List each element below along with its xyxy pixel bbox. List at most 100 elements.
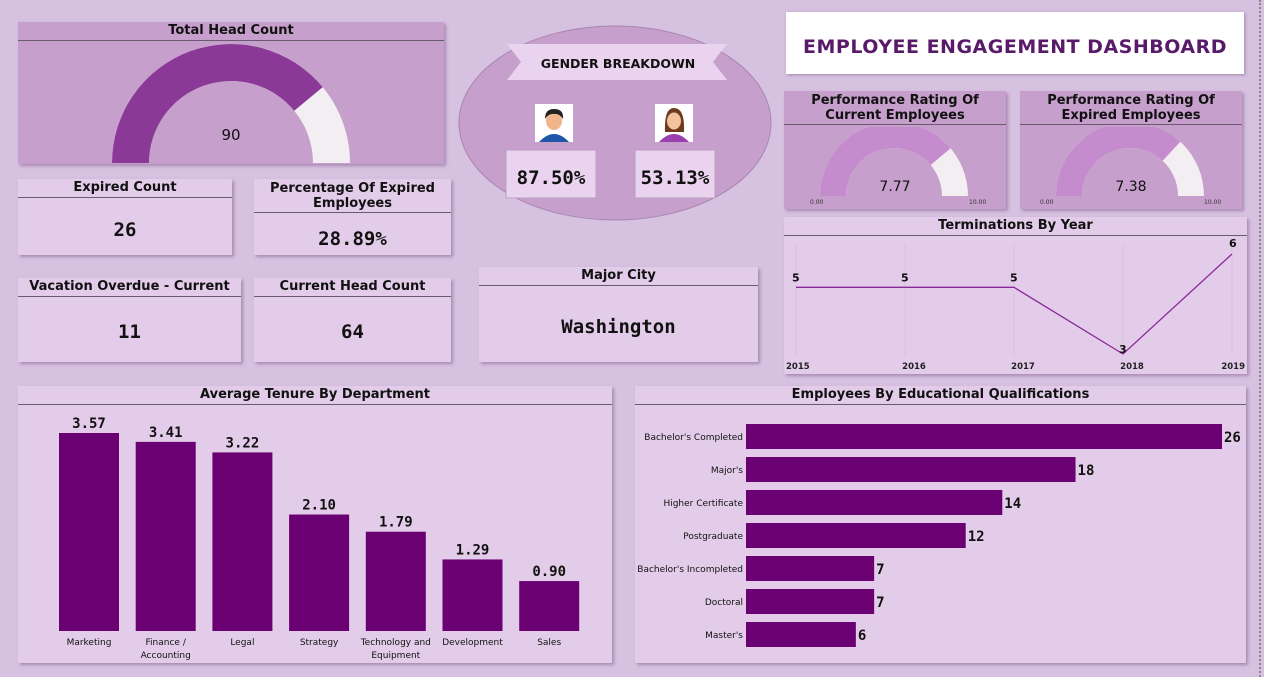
education-bar: [746, 622, 856, 647]
x-tick-label: 2015: [786, 362, 810, 372]
tenure-category-label: Sales: [537, 638, 561, 648]
education-category-label: Bachelor's Incompleted: [637, 565, 743, 575]
education-bar-label: 7: [876, 595, 884, 611]
terminations-title: Terminations By Year: [784, 217, 1247, 236]
education-bar: [746, 523, 966, 548]
percentage-expired-value: 28.89%: [318, 228, 387, 250]
education-category-label: Bachelor's Completed: [644, 433, 743, 443]
education-bar: [746, 490, 1003, 515]
tenure-bar-label: 3.41: [149, 425, 183, 441]
total-head-count-title: Total Head Count: [18, 22, 444, 41]
tenure-category-label: Legal: [230, 638, 254, 648]
tenure-bar: [135, 441, 196, 631]
male-percentage: 87.50%: [517, 167, 586, 189]
gender-ribbon: [507, 44, 727, 80]
education-title: Employees By Educational Qualifications: [635, 386, 1246, 405]
education-bar-chart: 26 Bachelor's Completed 18 Major's 14 Higher …: [637, 424, 1241, 647]
percentage-expired-card: Percentage Of Expired Employees 28.89%: [254, 179, 451, 255]
tenure-category-label: Strategy: [300, 638, 339, 648]
total-head-count-card: Total Head Count 90: [18, 22, 444, 164]
tenure-category-label: Accounting: [141, 651, 191, 661]
tenure-bar: [212, 452, 273, 631]
education-bar: [746, 424, 1222, 449]
vacation-overdue-value: 11: [118, 321, 141, 343]
male-value-box: [505, 149, 597, 199]
tenure-bar-label: 0.90: [532, 564, 566, 580]
male-avatar-figure: [539, 109, 569, 142]
education-bar-label: 6: [858, 628, 866, 644]
line-data-label: 5: [792, 271, 800, 284]
gauge-max-label: 10.00: [969, 199, 986, 206]
gauge-fill: [112, 44, 323, 164]
line-data-label: 5: [901, 271, 909, 284]
gauge-fill: [820, 127, 951, 196]
education-category-label: Doctoral: [705, 598, 743, 608]
current-head-count-value: 64: [341, 321, 364, 343]
perf-expired-value: 7.38: [1115, 179, 1147, 195]
perf-current-card: Performance Rating Of Current Employees …: [784, 91, 1006, 209]
tenure-category-label: Marketing: [67, 638, 112, 648]
x-tick-label: 2016: [902, 362, 926, 372]
major-city-value: Washington: [561, 316, 676, 338]
tenure-bar-label: 3.57: [72, 416, 106, 432]
major-city-title: Major City: [479, 267, 758, 286]
tenure-category-label: Finance /: [146, 638, 187, 648]
gauge-min-label: 0.00: [810, 199, 824, 206]
education-bar-label: 7: [876, 562, 884, 578]
expired-count-card: Expired Count 26: [18, 179, 232, 255]
tenure-category-label: Development: [442, 638, 503, 648]
perf-expired-title: Performance Rating Of Expired Employees: [1020, 91, 1242, 125]
vacation-overdue-card: Vacation Overdue - Current 11: [18, 278, 241, 362]
expired-count-title: Expired Count: [18, 179, 232, 198]
major-city-card: Major City Washington: [479, 267, 758, 362]
gauge-max-label: 10.00: [1204, 199, 1221, 206]
percentage-expired-title: Percentage Of Expired Employees: [254, 179, 451, 213]
tenure-bar: [289, 514, 350, 631]
gauge-min-label: 0.00: [1040, 199, 1054, 206]
dashboard-title: EMPLOYEE ENGAGEMENT DASHBOARD: [786, 12, 1244, 74]
education-bar-label: 12: [968, 529, 985, 545]
gauge-fill: [1056, 127, 1181, 196]
education-category-label: Master's: [705, 631, 743, 641]
tenure-category-label: Equipment: [371, 651, 420, 661]
education-bar: [746, 457, 1076, 482]
tenure-bar: [442, 559, 503, 631]
tenure-category-label: Technology and: [360, 638, 431, 648]
line-data-label: 6: [1229, 237, 1237, 250]
total-head-count-value: 90: [221, 126, 241, 144]
perf-current-title: Performance Rating Of Current Employees: [784, 91, 1006, 125]
vacation-overdue-title: Vacation Overdue - Current: [18, 278, 241, 297]
education-bar-label: 14: [1004, 496, 1021, 512]
female-value-box: [634, 149, 716, 199]
tenure-bar: [59, 433, 119, 631]
education-bar-label: 26: [1224, 430, 1241, 446]
expired-count-value: 26: [113, 219, 137, 241]
perf-expired-gauge: 0.00 10.00: [1040, 127, 1221, 206]
terminations-line-chart: 5 5 5 3 6 2015 2016 2017 2018 2019: [786, 237, 1245, 372]
education-bar-label: 18: [1078, 463, 1095, 479]
tenure-bar-label: 1.29: [456, 542, 490, 558]
terminations-series-line: [796, 253, 1233, 355]
tenure-bar-label: 3.22: [226, 435, 260, 451]
perf-expired-card: Performance Rating Of Expired Employees …: [1020, 91, 1242, 209]
tenure-card: Average Tenure By Department 3.57 Marketi…: [18, 386, 612, 663]
tenure-bar-chart: 3.57 Marketing 3.41 Finance / Accounting 3.22…: [59, 416, 580, 661]
tenure-title: Average Tenure By Department: [18, 386, 612, 405]
current-head-count-title: Current Head Count: [254, 278, 451, 297]
tenure-bar-label: 2.10: [302, 498, 336, 514]
total-head-count-gauge: [112, 44, 350, 164]
x-tick-label: 2017: [1011, 362, 1035, 372]
female-percentage: 53.13%: [641, 167, 710, 189]
education-bar: [746, 589, 875, 614]
female-avatar-figure: [659, 108, 689, 142]
line-data-label: 3: [1119, 343, 1127, 356]
gender-breakdown-panel: GENDER BREAKDOWN 87.50% 53.13%: [458, 25, 772, 221]
education-category-label: Major's: [711, 466, 743, 476]
gender-title: GENDER BREAKDOWN: [541, 56, 695, 71]
x-tick-label: 2019: [1221, 362, 1245, 372]
education-bar: [746, 556, 875, 581]
line-data-label: 5: [1010, 271, 1018, 284]
education-card: Employees By Educational Qualifications …: [635, 386, 1246, 663]
education-category-label: Postgraduate: [683, 532, 743, 542]
edge-divider: [1259, 0, 1261, 677]
